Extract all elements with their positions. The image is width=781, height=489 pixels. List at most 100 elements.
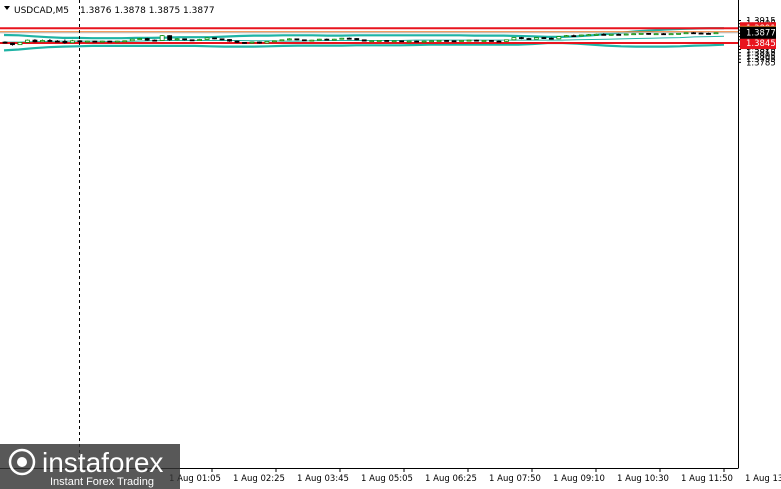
candle	[593, 33, 599, 36]
candle	[391, 40, 397, 43]
candle	[197, 38, 202, 41]
candle	[137, 37, 143, 40]
candle	[713, 32, 719, 35]
candle	[586, 34, 592, 37]
candle	[698, 32, 704, 35]
svg-text:1.3877: 1.3877	[746, 29, 776, 39]
dropdown-triangle-icon[interactable]	[4, 6, 10, 10]
level-price-tag: 1.3845	[740, 37, 776, 50]
candle	[174, 38, 180, 41]
x-tick-label: 1 Aug 03:45	[297, 474, 349, 484]
x-tick-label: 1 Aug 07:50	[489, 474, 541, 484]
candle	[114, 40, 120, 43]
candle	[257, 41, 262, 44]
y-tick-label: 1.3815	[746, 49, 776, 59]
bollinger-lower-line	[3, 41, 725, 52]
candle	[47, 39, 53, 42]
candle	[556, 36, 562, 40]
candle	[272, 40, 277, 43]
candle	[638, 32, 644, 35]
instaforex-watermark: instaforex Instant Forex Trading	[0, 444, 180, 489]
candle	[429, 40, 435, 43]
svg-text:1.3845: 1.3845	[746, 39, 776, 49]
x-tick-label: 1 Aug 11:50	[681, 474, 733, 484]
candle	[152, 39, 158, 42]
y-tick-label: 1.3915	[746, 17, 776, 27]
candle	[32, 39, 38, 43]
candle	[189, 39, 195, 42]
ohlc-values: 1.3876 1.3878 1.3875 1.3877	[80, 6, 215, 16]
candle	[519, 36, 524, 40]
candle	[107, 40, 113, 43]
candle	[414, 40, 420, 43]
candle	[234, 40, 240, 44]
brand-tagline: Instant Forex Trading	[50, 476, 154, 488]
brand-wordmark: instaforex	[42, 447, 163, 478]
candle	[504, 39, 509, 42]
x-axis-ticks: 1 Aug 01:05 1 Aug 02:25 1 Aug 03:45 1 Aug 0…	[147, 468, 781, 484]
candle	[406, 40, 412, 43]
x-tick-label: 1 Aug 06:25	[425, 474, 477, 484]
x-tick-label: 1 Aug 01:05	[169, 474, 221, 484]
candle	[212, 37, 217, 40]
candle	[496, 40, 502, 43]
candle	[444, 40, 449, 42]
candle	[676, 32, 681, 35]
candle	[25, 39, 30, 43]
candle	[10, 42, 15, 46]
candle	[219, 38, 225, 41]
candle	[481, 40, 487, 42]
candle	[264, 41, 270, 44]
y-tick-label: 1.3785	[746, 58, 776, 68]
candle	[474, 39, 479, 42]
candle	[159, 34, 165, 41]
candle	[316, 38, 322, 41]
candlesticks	[2, 32, 719, 46]
candle	[601, 33, 607, 36]
candle	[526, 37, 532, 40]
candle	[376, 40, 382, 42]
candle	[466, 39, 472, 42]
candle	[17, 41, 23, 46]
candle	[346, 37, 352, 40]
candle	[578, 34, 584, 37]
candle	[668, 33, 674, 36]
candle	[451, 40, 457, 43]
candle	[616, 33, 622, 36]
chart-header: USDCAD,M5 1.3876 1.3878 1.3875 1.3877	[4, 6, 215, 16]
y-tick-label: 1.3805	[746, 52, 776, 62]
instaforex-logo-icon	[8, 448, 36, 476]
candle	[459, 40, 464, 42]
candle	[249, 41, 255, 44]
candle	[122, 40, 128, 43]
candle	[54, 40, 60, 43]
symbol-timeframe: USDCAD,M5	[14, 6, 69, 16]
candle	[661, 33, 667, 36]
candle	[129, 38, 135, 42]
candle	[653, 33, 659, 36]
candle	[533, 37, 539, 40]
candle	[384, 40, 390, 42]
candle	[691, 32, 696, 35]
y-tick-label: 1.3825	[746, 45, 776, 55]
candle	[563, 34, 569, 38]
candle	[301, 39, 307, 42]
candle	[99, 40, 105, 43]
candle	[436, 40, 442, 42]
candle	[571, 34, 577, 38]
current-price-tag: 1.3877	[740, 26, 776, 39]
candle	[331, 38, 337, 41]
x-tick-label: 1 Aug 09:10	[553, 474, 605, 484]
candle	[421, 40, 427, 43]
candle	[706, 32, 711, 35]
x-tick-label: 1 Aug 02:25	[233, 474, 285, 484]
candle	[182, 38, 188, 41]
candle	[294, 38, 300, 41]
x-tick-label: 1 Aug 13:10	[745, 474, 781, 484]
candle	[489, 40, 494, 42]
x-tick-label: 1 Aug 10:30	[617, 474, 669, 484]
x-tick-label: 1 Aug 05:05	[361, 474, 413, 484]
candle	[309, 39, 315, 42]
